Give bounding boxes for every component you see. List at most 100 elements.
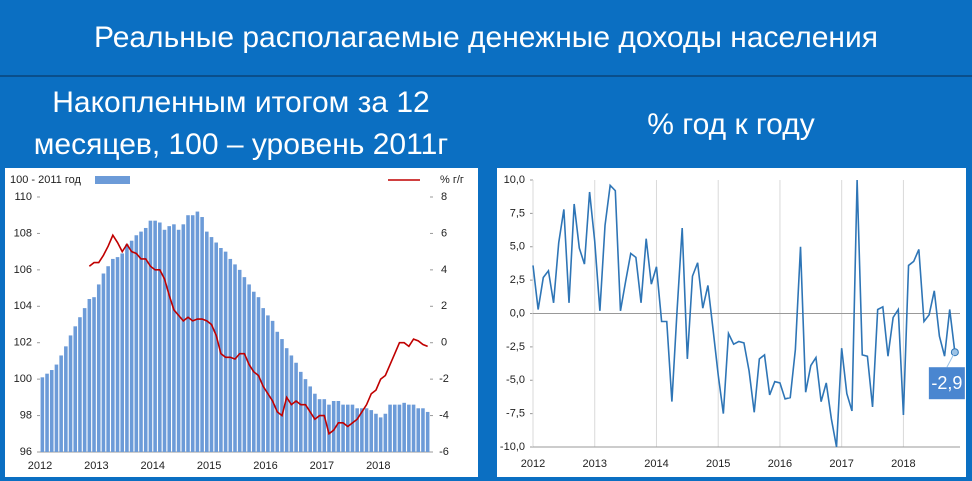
- bar: [345, 404, 350, 452]
- bar: [327, 404, 331, 452]
- bar: [40, 377, 45, 452]
- bar: [228, 258, 233, 452]
- slide-title: Реальные располагаемые денежные доходы н…: [94, 21, 878, 54]
- bar: [134, 235, 139, 452]
- y2-tick-label: 8: [441, 191, 447, 203]
- x-tick-label: 2013: [84, 460, 108, 472]
- bar: [101, 273, 106, 452]
- bar: [294, 362, 298, 452]
- bar: [153, 220, 157, 452]
- bar: [392, 404, 397, 452]
- bar: [308, 386, 312, 452]
- legend-swatch: [95, 176, 130, 184]
- x-tick-label: 2016: [253, 460, 277, 472]
- title-rule: [0, 75, 972, 77]
- bar: [139, 231, 143, 452]
- label-box: [928, 367, 965, 400]
- bar: [369, 410, 374, 452]
- x-tick-label: 2016: [768, 458, 792, 470]
- bar: [129, 240, 134, 452]
- bar: [270, 320, 275, 452]
- chart-panel: [497, 168, 966, 477]
- y2-tick-label: -4: [439, 409, 449, 421]
- y-tick-label: 2,5: [510, 274, 525, 286]
- y-tick-label: 106: [14, 264, 32, 276]
- x-tick-label: 2018: [366, 460, 390, 472]
- bar: [350, 404, 355, 452]
- y-tick-label: 104: [14, 300, 32, 312]
- legend-label: 100 - 2011 год: [10, 174, 81, 186]
- bar: [336, 401, 341, 452]
- bar: [87, 299, 92, 452]
- bar: [411, 404, 416, 452]
- bar: [378, 417, 383, 452]
- y-tick-label: 98: [20, 409, 32, 421]
- x-tick-label: 2012: [28, 460, 52, 472]
- legend-label: % г/г: [440, 174, 464, 186]
- bar: [205, 231, 209, 452]
- bar: [181, 224, 186, 452]
- bar: [219, 248, 223, 452]
- bar: [223, 251, 228, 452]
- bar: [120, 253, 125, 452]
- y-tick-label: -2,5: [506, 341, 525, 353]
- bar: [172, 224, 176, 452]
- chart-title: Накопленным итогом за 12 месяцев, 100 – …: [33, 86, 449, 161]
- bar: [64, 346, 68, 452]
- bar: [261, 308, 265, 452]
- bar: [303, 379, 308, 452]
- y2-tick-label: 4: [441, 264, 447, 276]
- bar: [237, 269, 242, 452]
- x-tick-label: 2015: [706, 458, 730, 470]
- bar: [298, 371, 303, 452]
- y2-tick-label: -6: [439, 446, 449, 458]
- bar: [313, 393, 317, 452]
- y-tick-label: 0,0: [510, 307, 525, 319]
- bar: [383, 413, 388, 452]
- y-tick-label: -10,0: [500, 441, 525, 453]
- bar: [421, 408, 425, 452]
- x-tick-label: 2012: [521, 458, 545, 470]
- y-tick-label: 110: [14, 191, 32, 203]
- y-tick-label: 7,5: [510, 207, 525, 219]
- bar: [402, 402, 406, 452]
- bar: [322, 399, 327, 452]
- label-leader: [946, 351, 956, 368]
- bar: [360, 408, 364, 452]
- bar: [73, 326, 78, 452]
- data-label: -2,9: [931, 373, 962, 393]
- bar: [68, 335, 73, 452]
- bar: [242, 277, 247, 452]
- bar: [148, 220, 153, 452]
- y-tick-label: 5,0: [510, 241, 525, 253]
- y-tick-label: 100: [14, 373, 32, 385]
- x-tick-label: 2017: [829, 458, 853, 470]
- bar: [416, 408, 421, 452]
- chart-title: % год к году: [647, 108, 815, 141]
- bar: [111, 258, 115, 452]
- bar: [45, 373, 49, 452]
- bar: [275, 331, 280, 452]
- bar: [176, 229, 181, 452]
- y-tick-label: 102: [14, 337, 32, 349]
- bar: [407, 404, 411, 452]
- bar: [200, 217, 204, 452]
- bar: [388, 404, 392, 452]
- bar: [167, 226, 172, 452]
- y-tick-label: -5,0: [506, 374, 525, 386]
- line: [532, 179, 956, 448]
- y2-tick-label: 2: [441, 300, 447, 312]
- bar: [195, 211, 200, 452]
- bar: [247, 284, 251, 452]
- bar: [209, 237, 214, 452]
- bar: [54, 364, 59, 452]
- bar: [331, 401, 336, 452]
- bar: [49, 370, 54, 452]
- bar: [317, 399, 322, 452]
- bar: [125, 244, 129, 452]
- y2-tick-label: -2: [439, 373, 449, 385]
- bar: [82, 308, 87, 452]
- line: [88, 233, 428, 436]
- bar: [78, 317, 82, 452]
